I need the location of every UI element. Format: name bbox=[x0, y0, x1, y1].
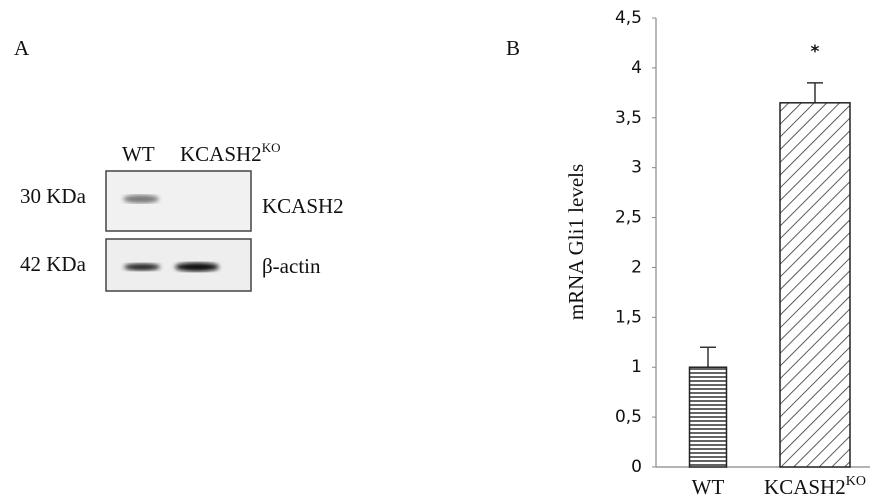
annotation: * bbox=[811, 42, 820, 62]
lane-label: WT bbox=[122, 142, 155, 166]
blot-band bbox=[124, 264, 160, 271]
y-tick-label: 2 bbox=[631, 257, 642, 277]
x-tick-label: WT bbox=[692, 475, 725, 499]
y-tick-label: 0 bbox=[631, 457, 642, 477]
x-tick-text: WT bbox=[692, 475, 725, 499]
panel-label: A bbox=[14, 36, 30, 60]
blot-band bbox=[175, 263, 219, 272]
bar bbox=[690, 367, 727, 467]
panel-label: B bbox=[506, 36, 520, 60]
lane-label: KCASH2KO bbox=[180, 140, 280, 166]
y-tick-label: 4 bbox=[631, 58, 642, 78]
y-tick-label: 0,5 bbox=[615, 407, 642, 427]
y-tick-label: 3,5 bbox=[615, 108, 642, 128]
y-tick-label: 1,5 bbox=[615, 307, 642, 327]
figure: A WT KCASH2KO 30 KDa 42 KDa KCASH2 β-act… bbox=[0, 0, 882, 502]
y-axis-label: mRNA Gli1 levels bbox=[564, 164, 588, 320]
y-tick-label: 3 bbox=[631, 158, 642, 178]
x-tick-text: KCASH2 bbox=[764, 475, 846, 499]
page: A WT KCASH2KO 30 KDa 42 KDa KCASH2 β-act… bbox=[0, 0, 882, 502]
blot-band bbox=[123, 195, 159, 203]
protein-label: KCASH2 bbox=[262, 194, 344, 218]
x-tick-sup: KO bbox=[846, 474, 866, 489]
x-tick-label: KCASH2KO bbox=[764, 474, 866, 499]
y-tick-label: 2,5 bbox=[615, 208, 642, 228]
y-tick-label: 4,5 bbox=[615, 8, 642, 28]
marker-label: 30 KDa bbox=[20, 184, 87, 208]
protein-label: β-actin bbox=[262, 254, 321, 278]
marker-label: 42 KDa bbox=[20, 252, 87, 276]
y-tick-label: 1 bbox=[631, 357, 642, 377]
bar bbox=[780, 103, 850, 467]
